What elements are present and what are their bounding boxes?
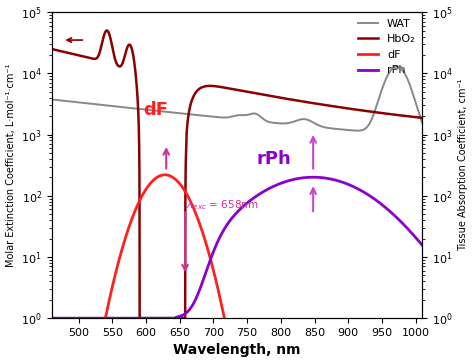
HbO₂ bbox=[91, 57, 97, 61]
HbO₂ bbox=[419, 116, 425, 120]
X-axis label: Wavelength, nm: Wavelength, nm bbox=[173, 343, 301, 358]
WAT bbox=[394, 64, 400, 69]
rPh bbox=[412, 235, 418, 239]
HbO₂ bbox=[137, 316, 143, 320]
Text: rPh: rPh bbox=[257, 150, 292, 168]
dF bbox=[412, 319, 418, 323]
rPh bbox=[91, 316, 97, 320]
dF bbox=[162, 173, 168, 177]
rPh bbox=[419, 243, 425, 248]
WAT bbox=[412, 99, 418, 104]
HbO₂ bbox=[207, 84, 213, 88]
Line: dF: dF bbox=[52, 175, 422, 321]
Legend: WAT, HbO₂, dF, rPh: WAT, HbO₂, dF, rPh bbox=[354, 15, 420, 80]
WAT bbox=[207, 114, 213, 119]
WAT bbox=[355, 129, 360, 133]
WAT bbox=[373, 107, 378, 112]
dF bbox=[91, 319, 97, 323]
HbO₂ bbox=[412, 115, 418, 119]
Line: HbO₂: HbO₂ bbox=[52, 30, 422, 318]
HbO₂ bbox=[104, 28, 110, 33]
dF bbox=[207, 255, 213, 260]
dF bbox=[419, 319, 425, 323]
rPh bbox=[373, 197, 378, 202]
rPh bbox=[310, 175, 316, 179]
Text: dF: dF bbox=[143, 101, 168, 119]
rPh bbox=[207, 259, 213, 263]
dF bbox=[191, 207, 197, 211]
Y-axis label: Tissue Absorption Coefficient, cm⁻¹: Tissue Absorption Coefficient, cm⁻¹ bbox=[458, 79, 468, 252]
WAT bbox=[49, 97, 55, 102]
Y-axis label: Molar Extinction Coefficient, L·mol⁻¹·cm⁻¹: Molar Extinction Coefficient, L·mol⁻¹·cm… bbox=[6, 64, 16, 267]
Line: WAT: WAT bbox=[52, 66, 422, 131]
HbO₂ bbox=[49, 47, 55, 51]
dF bbox=[373, 319, 378, 323]
HbO₂ bbox=[373, 110, 378, 114]
dF bbox=[113, 270, 119, 274]
rPh bbox=[191, 301, 197, 305]
Text: $\lambda_{exc}$ = 658nm: $\lambda_{exc}$ = 658nm bbox=[186, 199, 259, 212]
WAT bbox=[191, 113, 197, 117]
WAT bbox=[113, 104, 119, 109]
WAT bbox=[91, 102, 97, 106]
Line: rPh: rPh bbox=[52, 177, 422, 318]
WAT bbox=[419, 121, 425, 126]
HbO₂ bbox=[113, 60, 119, 64]
rPh bbox=[49, 316, 55, 320]
dF bbox=[49, 319, 55, 323]
HbO₂ bbox=[191, 93, 197, 97]
rPh bbox=[113, 316, 119, 320]
